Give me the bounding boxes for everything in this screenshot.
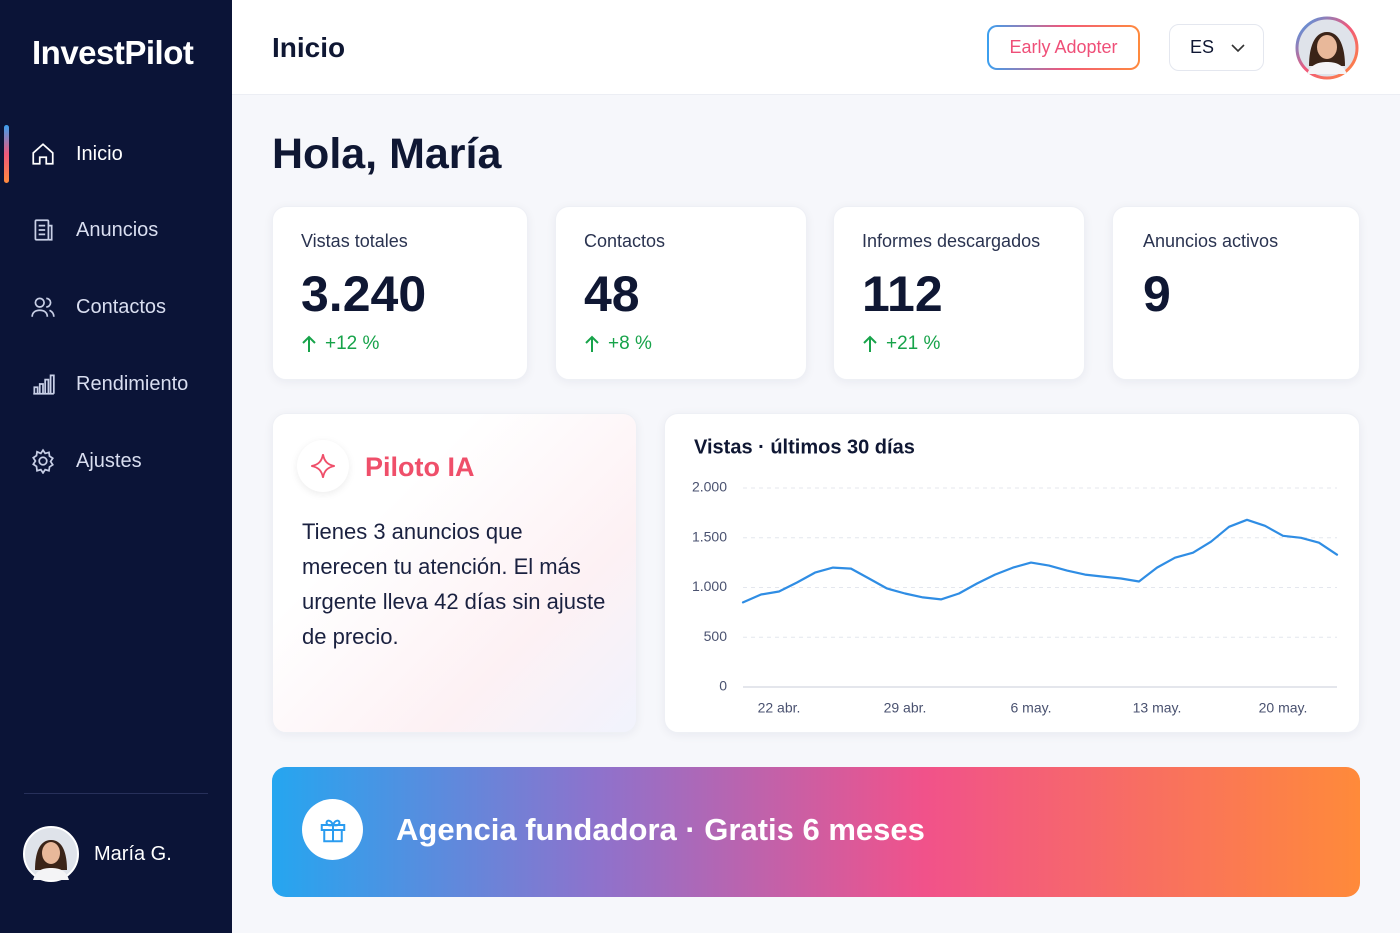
settings-icon xyxy=(32,448,54,474)
stat-label: Contactos xyxy=(584,231,666,251)
user-name: María G. xyxy=(94,843,172,865)
stat-label: Anuncios activos xyxy=(1143,231,1279,251)
stat-value: 112 xyxy=(862,266,943,322)
listings-icon xyxy=(34,219,53,241)
banner-text: Agencia fundadora · Gratis 6 meses xyxy=(396,812,925,847)
nav-label: Contactos xyxy=(76,295,167,318)
divider xyxy=(24,793,208,794)
language: ES xyxy=(1190,37,1215,57)
ai-card: Piloto IA Tienes 3 anuncios que merecen … xyxy=(272,413,637,733)
y-tick-label: 500 xyxy=(704,628,728,644)
x-tick-label: 20 may. xyxy=(1259,700,1308,716)
sparkle xyxy=(311,454,335,478)
gift-icon xyxy=(302,799,363,860)
brand[interactable]: InvestPilot xyxy=(32,34,194,71)
gift xyxy=(320,819,345,842)
x-tick-label: 6 may. xyxy=(1011,700,1052,716)
stat-value: 48 xyxy=(584,266,640,322)
change-text: +21 % xyxy=(886,333,941,354)
nav-item[interactable]: Contactos xyxy=(0,279,232,335)
promo-banner[interactable]: Agencia fundadora · Gratis 6 meses xyxy=(272,767,1360,897)
stat-value: 3.240 xyxy=(301,266,427,322)
nav-label: Inicio xyxy=(76,142,123,165)
sidebar: InvestPilot Inicio Anuncios Contactos Re… xyxy=(0,0,232,933)
x-tick-label: 13 may. xyxy=(1133,700,1182,716)
nav-item[interactable]: Inicio xyxy=(0,126,232,182)
ai-icon xyxy=(297,440,349,492)
y-tick-label: 2.000 xyxy=(692,479,727,495)
up-arrow xyxy=(302,335,316,352)
stat-card: Anuncios activos 9 xyxy=(1112,206,1360,380)
nav-label: Anuncios xyxy=(76,218,159,241)
stat-change: +12 % xyxy=(301,333,379,355)
chevron xyxy=(1231,43,1245,52)
top-bar: Inicio Early Adopter ES xyxy=(232,0,1400,95)
user-avatar[interactable] xyxy=(23,826,79,882)
chart-card: Vistas · últimos 30 días 0 500 1.000 1.500 2… xyxy=(664,413,1360,733)
chart-title: Vistas · últimos 30 días xyxy=(694,436,915,458)
up-arrow xyxy=(863,335,877,352)
profile-avatar[interactable] xyxy=(1295,16,1359,80)
stat-label: Informes descargados xyxy=(862,231,1041,251)
stat-card: Informes descargados 112 +21 % xyxy=(833,206,1085,380)
language-select[interactable]: ES xyxy=(1169,24,1264,71)
x-tick-label: 29 abr. xyxy=(884,700,927,716)
performance-icon xyxy=(33,374,55,395)
nav-item[interactable]: Rendimiento xyxy=(0,356,232,412)
nav-label: Ajustes xyxy=(76,449,142,472)
change-text: +12 % xyxy=(325,333,380,354)
stat-value: 9 xyxy=(1143,266,1171,322)
change-text: +8 % xyxy=(608,333,652,354)
nav-item[interactable]: Ajustes xyxy=(0,433,232,489)
active-indicator xyxy=(4,125,9,183)
y-tick-label: 0 xyxy=(719,678,727,694)
ai-text: Tienes 3 anuncios que merecen tu atenció… xyxy=(302,519,606,649)
stat-label: Vistas totales xyxy=(301,231,408,251)
stat-change: +8 % xyxy=(584,333,652,355)
y-tick-label: 1.000 xyxy=(692,578,727,594)
stat-change: +21 % xyxy=(862,333,940,355)
nav-label: Rendimiento xyxy=(76,372,189,395)
x-tick-label: 22 abr. xyxy=(758,700,801,716)
badge[interactable]: Early Adopter xyxy=(987,25,1140,70)
y-tick-label: 1.500 xyxy=(692,528,727,544)
stat-card: Contactos 48 +8 % xyxy=(555,206,807,380)
contacts-icon xyxy=(31,297,55,317)
ai-title: Piloto IA xyxy=(365,452,475,482)
nav-item[interactable]: Anuncios xyxy=(0,202,232,258)
greeting: Hola, María xyxy=(272,130,502,178)
home-icon xyxy=(32,143,54,165)
up-arrow xyxy=(585,335,599,352)
stat-card: Vistas totales 3.240 +12 % xyxy=(272,206,528,380)
line-series xyxy=(741,518,1339,604)
page-title: Inicio xyxy=(272,32,346,63)
